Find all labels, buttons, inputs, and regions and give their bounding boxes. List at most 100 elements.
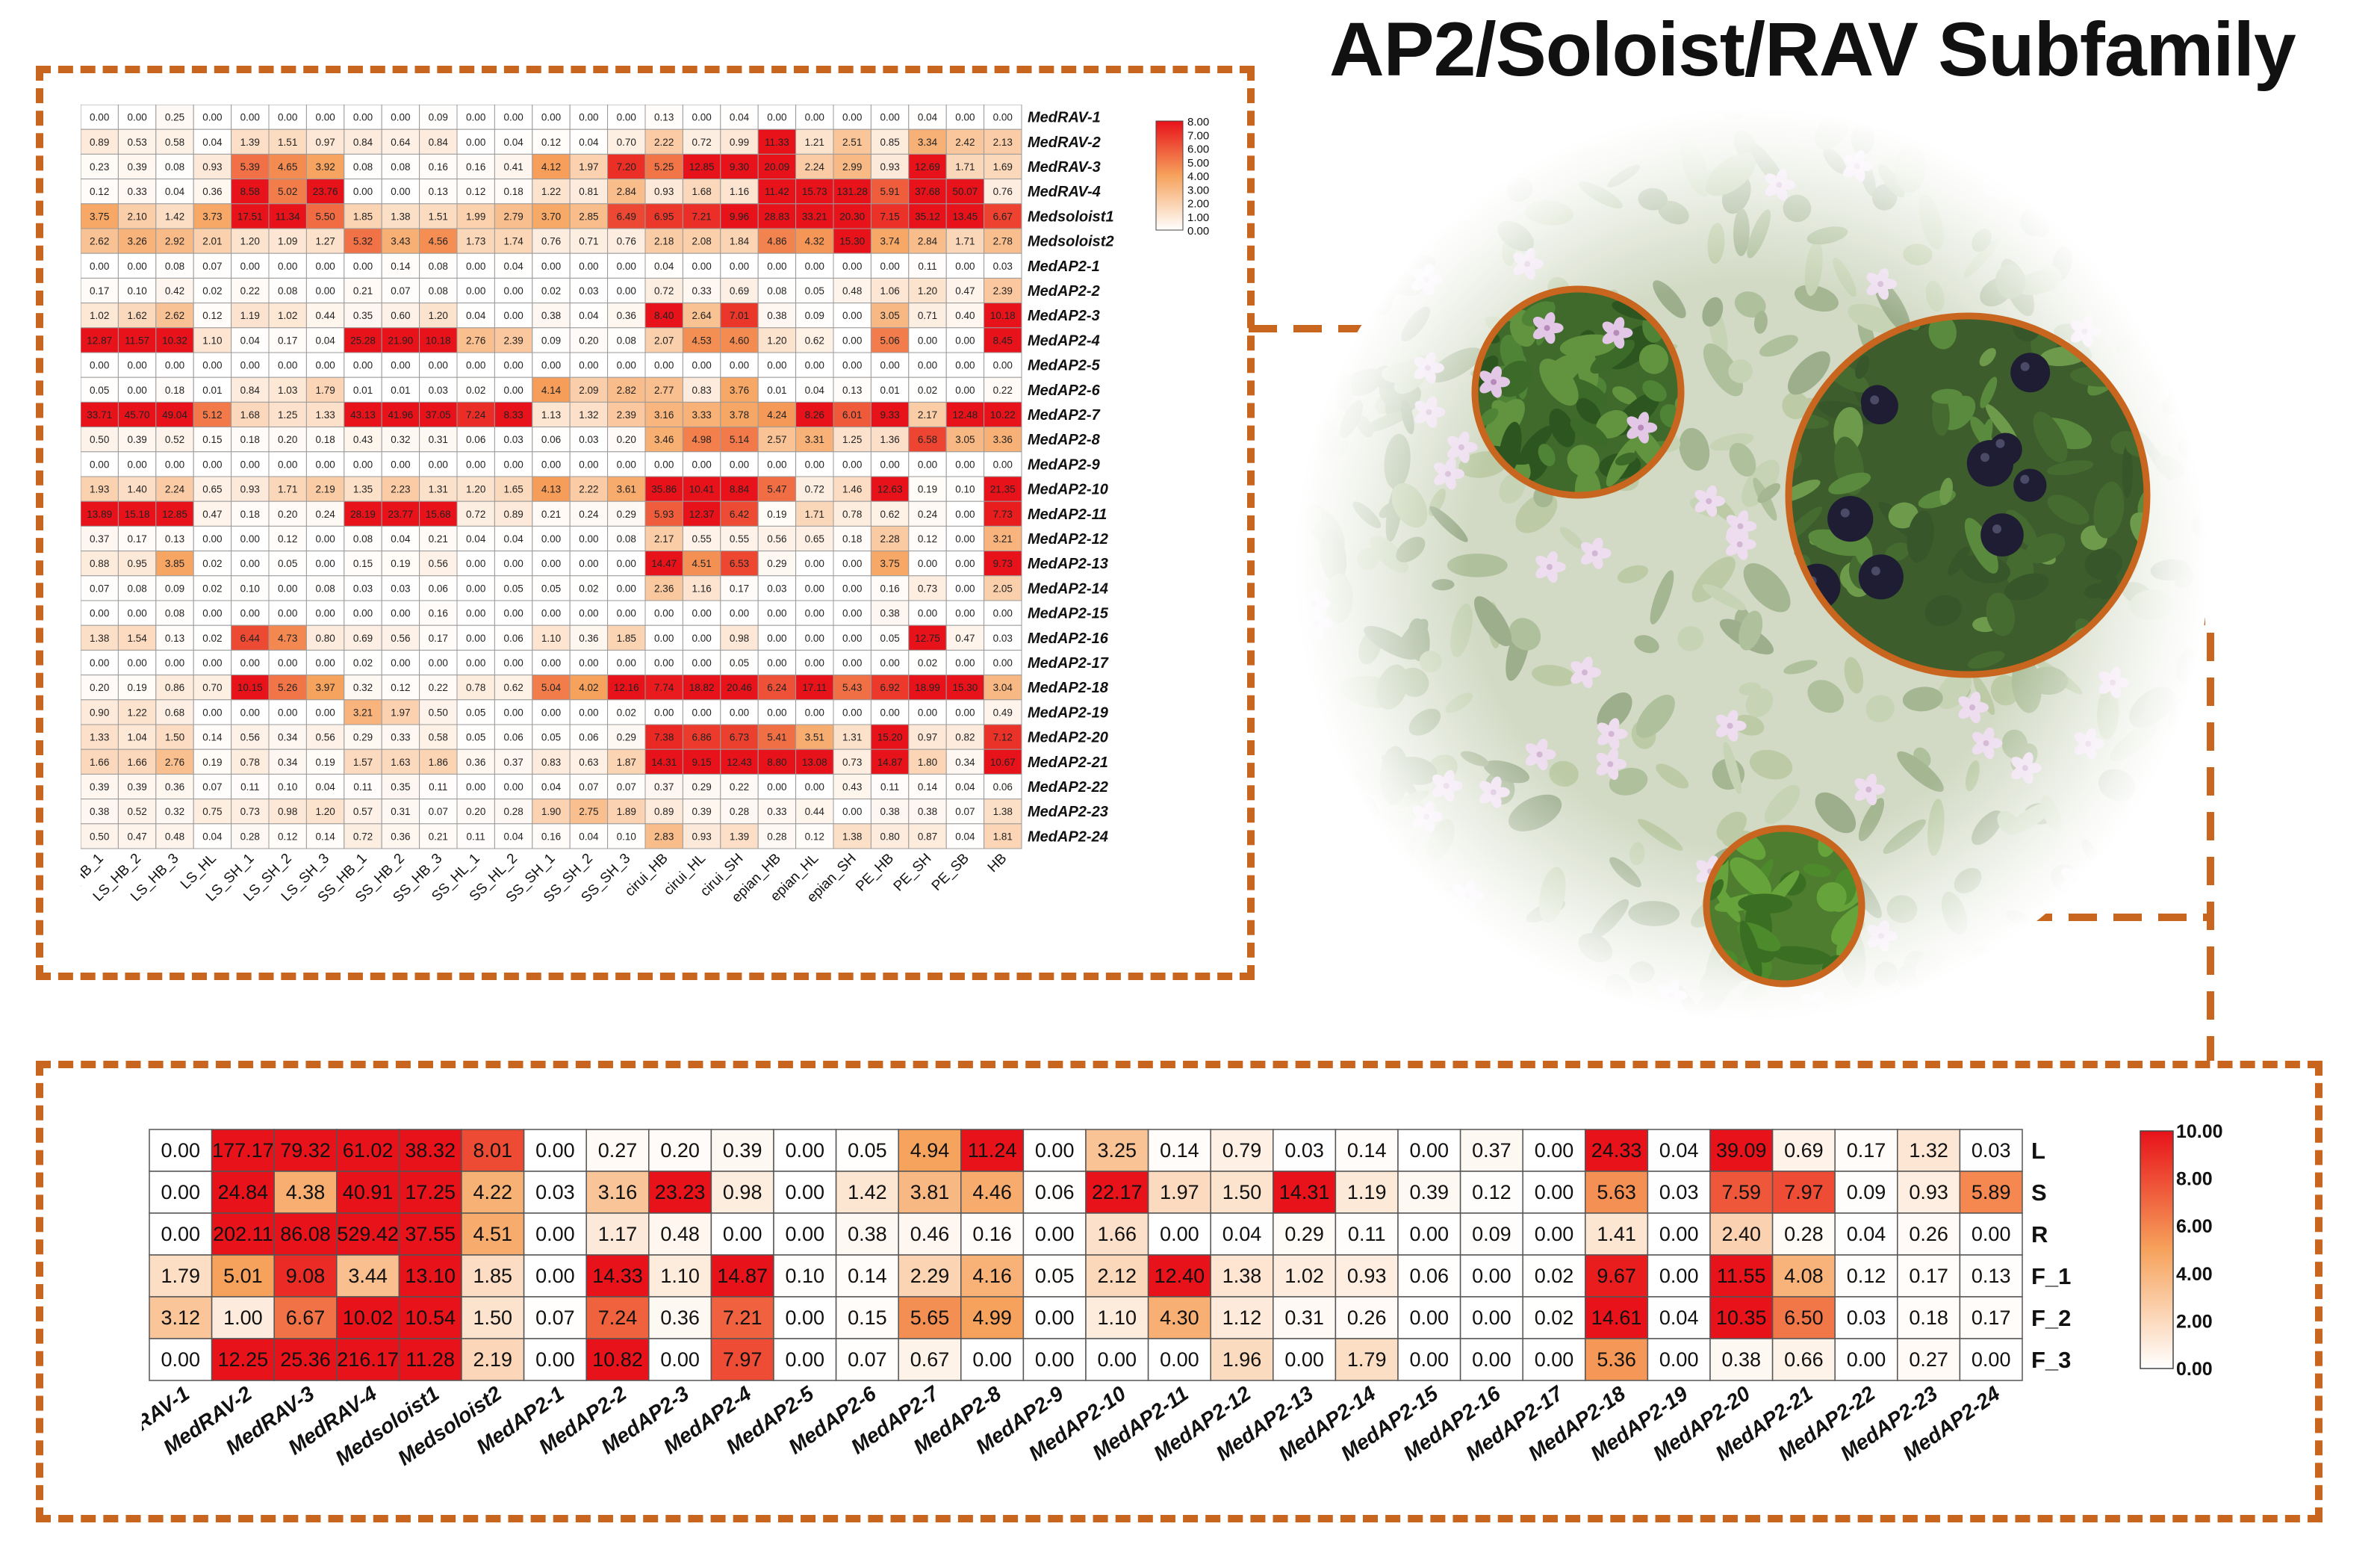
cell-value-label: 0.90: [90, 707, 109, 718]
cell-value-label: 1.19: [240, 310, 260, 321]
cell-value-label: 0.72: [353, 831, 373, 842]
heatmap-cell: [835, 1212, 899, 1256]
cell-value-label: 0.00: [202, 657, 222, 669]
cell-value-label: 0.21: [429, 533, 448, 545]
heatmap-cell: [757, 575, 797, 601]
cell-value-label: 0.39: [1410, 1181, 1450, 1203]
cell-value-label: 0.00: [805, 707, 824, 718]
heatmap-cell: [494, 277, 533, 304]
heatmap-cell: [795, 277, 834, 304]
heatmap-cell: [908, 500, 947, 527]
cell-value-label: 0.80: [315, 633, 335, 644]
cell-value-label: 0.00: [786, 1181, 825, 1203]
row-label: MedAP2-15: [1028, 606, 1109, 622]
heatmap-cell: [1022, 1129, 1087, 1172]
cell-value-label: 4.65: [278, 161, 297, 173]
cell-value-label: 38.32: [405, 1139, 456, 1162]
cell-value-label: 5.02: [278, 186, 297, 197]
cell-value-label: 22.17: [1092, 1181, 1143, 1203]
cell-value-label: 0.00: [202, 608, 222, 619]
cell-value-label: 0.48: [165, 831, 184, 842]
cell-value-label: 0.00: [767, 657, 786, 669]
cell-value-label: 0.00: [918, 335, 937, 346]
cell-value-label: 0.08: [617, 533, 636, 545]
cell-value-label: 3.97: [315, 682, 335, 693]
cell-value-label: 0.00: [278, 608, 297, 619]
row-label: MedAP2-24: [1028, 828, 1108, 845]
cell-value-label: 5.12: [202, 409, 222, 421]
cell-value-label: 0.76: [617, 236, 636, 247]
heatmap-cell: [155, 823, 194, 849]
cell-value-label: 0.02: [541, 285, 561, 297]
cell-value-label: 0.00: [278, 583, 297, 594]
cell-value-label: 0.00: [842, 806, 862, 817]
cell-value-label: 0.00: [353, 608, 373, 619]
cell-value-label: 0.88: [90, 558, 109, 569]
cell-value-label: 0.02: [202, 633, 222, 644]
cell-value-label: 0.00: [993, 657, 1013, 669]
cell-value-label: 1.20: [466, 484, 485, 495]
heatmap-cell: [607, 451, 646, 477]
heatmap-cell: [1085, 1129, 1149, 1172]
heatmap-cell: [1397, 1254, 1461, 1298]
cell-value-label: 8.45: [993, 335, 1013, 346]
heatmap-cell: [833, 252, 871, 279]
cell-value-label: 0.71: [918, 310, 937, 321]
cell-value-label: 4.14: [541, 385, 562, 396]
cell-value-label: 0.00: [579, 608, 598, 619]
heatmap-cell: [908, 352, 947, 378]
cell-value-label: 0.00: [429, 657, 448, 669]
cell-value-label: 33.71: [87, 409, 112, 421]
row-label: MedAP2-5: [1028, 358, 1101, 374]
cell-value-label: 4.98: [692, 434, 711, 445]
heatmap-cell: [757, 525, 797, 552]
cell-value-label: 12.63: [877, 484, 903, 495]
heatmap-cell: [494, 153, 533, 180]
cell-value-label: 0.04: [730, 112, 750, 123]
heatmap-cell: [835, 1129, 899, 1172]
heatmap-cell: [117, 128, 157, 155]
cell-value-label: 0.25: [165, 112, 184, 123]
cell-value-label: 0.00: [880, 360, 899, 371]
heatmap-cell: [1459, 1212, 1523, 1256]
cell-value-label: 0.26: [1347, 1307, 1387, 1329]
cell-value-label: 1.66: [1098, 1223, 1137, 1245]
cell-value-label: 0.76: [541, 236, 561, 247]
heatmap-cell: [644, 551, 683, 577]
cell-value-label: 0.02: [353, 657, 373, 669]
heatmap-cell: [461, 1296, 525, 1339]
cell-value-label: 18.99: [915, 682, 940, 693]
heatmap-cell: [419, 724, 458, 750]
cell-value-label: 0.06: [541, 434, 561, 445]
cell-value-label: 8.80: [767, 757, 786, 768]
cell-value-label: 1.38: [842, 831, 862, 842]
heatmap-cell: [1335, 1171, 1399, 1214]
heatmap-cell: [523, 1129, 587, 1172]
heatmap-cell: [273, 1254, 338, 1298]
cell-value-label: 3.75: [90, 211, 109, 222]
cell-value-label: 0.02: [466, 385, 485, 396]
cell-value-label: 0.06: [993, 781, 1013, 793]
cell-value-label: 0.20: [466, 806, 485, 817]
cell-value-label: 1.85: [353, 211, 373, 222]
heatmap-cell: [757, 649, 797, 676]
heatmap-cell: [833, 500, 871, 527]
heatmap-row: 1.38 1.54 0.13 0.02 6.44 4.73 0.80 0.69 0.56 0.17…: [81, 624, 1022, 651]
heatmap-cell: [193, 327, 232, 353]
heatmap-cell: [155, 773, 194, 800]
heatmap-cell: [532, 228, 571, 254]
heatmap-row: 1.33 1.04 1.50 0.14 0.56 0.34 0.56 0.29 0.33 0.58…: [81, 724, 1022, 750]
heatmap-cell: [344, 153, 382, 180]
heatmap-cell: [344, 427, 382, 453]
cell-value-label: 2.39: [503, 335, 523, 346]
cell-value-label: 0.02: [1535, 1265, 1574, 1287]
cell-value-label: 0.81: [579, 186, 598, 197]
cell-value-label: 0.99: [730, 137, 749, 148]
cell-value-label: 6.24: [767, 682, 787, 693]
cell-value-label: 0.08: [315, 583, 335, 594]
heatmap-cell: [569, 551, 609, 577]
cell-value-label: 6.73: [730, 732, 749, 743]
heatmap-cell: [117, 228, 157, 254]
cell-value-label: 12.43: [727, 757, 752, 768]
legend-tick-label: 4.00: [2176, 1264, 2213, 1285]
